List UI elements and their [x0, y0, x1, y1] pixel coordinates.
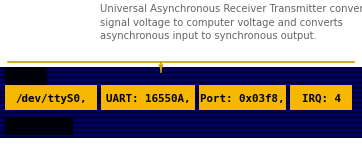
Bar	[0, 67, 362, 138]
Bar	[101, 85, 195, 110]
Text: Port: 0x03f8,: Port: 0x03f8,	[200, 94, 285, 104]
Text: /dev/ttyS0,: /dev/ttyS0,	[15, 94, 87, 104]
Bar	[5, 117, 73, 135]
Bar	[5, 85, 97, 110]
Text: Universal Asynchronous Receiver Transmitter converts
signal voltage to computer : Universal Asynchronous Receiver Transmit…	[100, 4, 362, 41]
Text: IRQ: 4: IRQ: 4	[302, 94, 341, 104]
Text: UART: 16550A,: UART: 16550A,	[106, 94, 190, 104]
Bar	[199, 85, 286, 110]
Bar	[290, 85, 352, 110]
Bar	[5, 67, 47, 85]
